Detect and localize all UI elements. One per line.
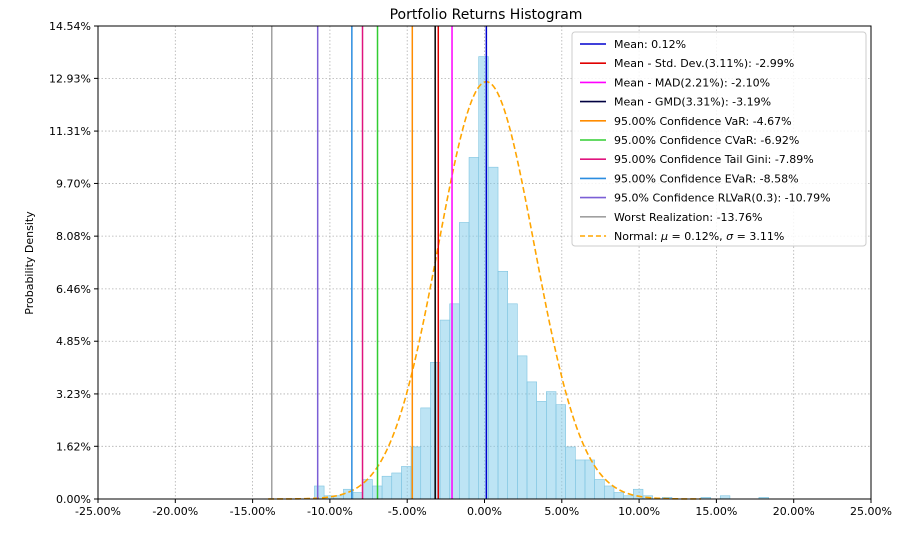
histogram-bar (381, 475, 393, 500)
axis-ticks: -25.00% -20.00% -15.00% -10.00% -5.00% 0.00% 5… (49, 20, 892, 518)
histogram-bar (497, 270, 508, 500)
y-tick-label: 11.31% (49, 125, 91, 138)
y-axis-label: Probability Density (23, 211, 36, 315)
y-tick-label: 9.70% (56, 177, 91, 190)
histogram-bar (439, 319, 451, 500)
legend-label: 95.00% Confidence Tail Gini: -7.89% (614, 153, 814, 166)
histogram-bar (352, 492, 364, 500)
y-tick-label: 1.62% (56, 440, 91, 453)
histogram-bar (488, 166, 499, 500)
x-tick-label: 20.00% (773, 505, 815, 518)
histogram-bar (459, 222, 470, 500)
x-tick-label: 25.00% (850, 505, 892, 518)
histogram-bar (401, 466, 412, 500)
x-tick-label: -20.00% (152, 505, 198, 518)
x-tick-label: 0.00% (467, 505, 502, 518)
x-tick-label: -10.00% (307, 505, 353, 518)
y-tick-label: 6.46% (56, 283, 91, 296)
histogram-bar (575, 459, 586, 500)
histogram-bar (633, 488, 644, 500)
x-tick-label: -25.00% (75, 505, 121, 518)
y-tick-label: 8.08% (56, 230, 91, 243)
histogram-bar (420, 407, 431, 500)
legend-label: 95.00% Confidence CVaR: -6.92% (614, 134, 799, 147)
legend-box (571, 31, 867, 247)
histogram-bar (555, 404, 566, 500)
y-tick-label: 0.00% (56, 493, 91, 506)
histogram-bar (507, 303, 518, 500)
histogram-bar (391, 472, 402, 500)
x-tick-label: 5.00% (544, 505, 579, 518)
histogram-bar (594, 479, 605, 500)
legend: Mean: 0.12% Mean - Std. Dev.(3.11%): -2.9… (571, 31, 867, 247)
chart-title: Portfolio Returns Histogram (390, 7, 583, 23)
y-tick-label: 3.23% (56, 388, 91, 401)
legend-label: 95.0% Confidence RLVaR(0.3): -10.79% (614, 192, 831, 205)
legend-label: Normal: μ = 0.12%, σ = 3.11% (614, 230, 784, 243)
legend-label: Mean - Std. Dev.(3.11%): -2.99% (614, 57, 794, 70)
histogram-bar (526, 381, 537, 500)
histogram-bar (604, 485, 615, 500)
x-tick-label: -15.00% (230, 505, 276, 518)
histogram-bar (536, 401, 547, 500)
y-tick-label: 14.54% (49, 20, 91, 33)
x-tick-label: -5.00% (388, 505, 427, 518)
legend-label: Mean - GMD(3.31%): -3.19% (614, 96, 771, 109)
histogram-bar (449, 303, 460, 500)
legend-label: Mean: 0.12% (614, 38, 686, 51)
histogram-bar (468, 157, 480, 500)
histogram-bar (613, 492, 624, 500)
y-tick-label: 12.93% (49, 72, 91, 85)
risk-lines-layer (271, 26, 488, 499)
x-tick-label: 15.00% (695, 505, 737, 518)
y-tick-label: 4.85% (56, 335, 91, 348)
histogram-bar (546, 391, 557, 500)
legend-label: Mean - MAD(2.21%): -2.10% (614, 76, 770, 89)
legend-label: 95.00% Confidence VaR: -4.67% (614, 115, 792, 128)
histogram-bar (517, 355, 528, 500)
normal-curve-line (268, 80, 701, 500)
histogram-bar (584, 459, 595, 500)
normal-curve-layer (268, 80, 701, 500)
legend-label: 95.00% Confidence EVaR: -8.58% (614, 172, 799, 185)
histogram-bar (565, 446, 576, 500)
legend-label: Worst Realization: -13.76% (614, 211, 763, 224)
x-tick-label: 10.00% (618, 505, 660, 518)
